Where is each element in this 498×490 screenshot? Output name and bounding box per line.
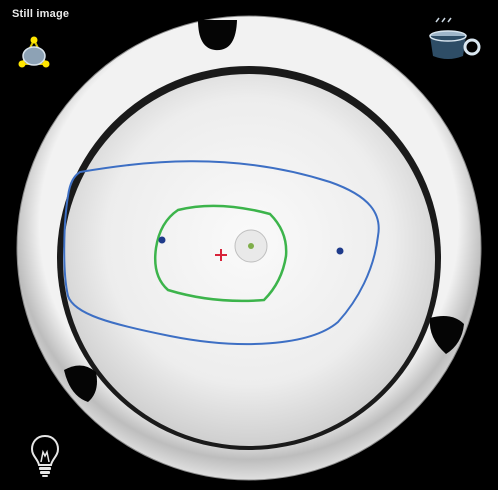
lightbulb-icon[interactable] [28,432,62,478]
center-cross-marker [215,249,227,261]
lens-tracing-outline[interactable] [63,160,380,346]
optical-center-dot [248,243,254,249]
right-marker-dot [336,247,344,255]
top-clamp-notch [198,20,237,51]
lens-positioning-icon[interactable] [14,34,54,74]
view-title: Still image [12,8,70,20]
cup-holder-icon[interactable] [426,14,484,64]
frame-shape-outline[interactable] [154,204,288,303]
right-clamp-notch [429,316,464,354]
left-clamp-notch [64,365,97,402]
left-marker-dot [158,236,166,244]
